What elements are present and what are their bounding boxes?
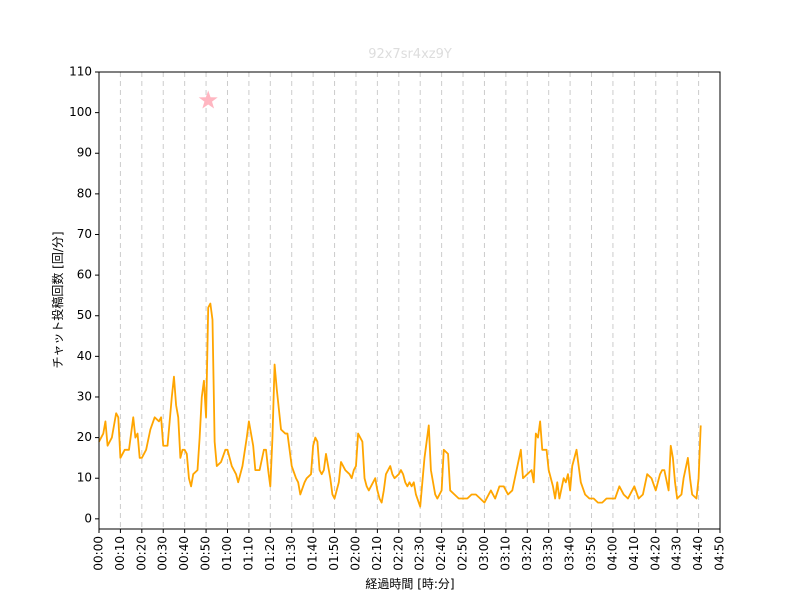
- x-tick-label: 00:30: [156, 536, 170, 571]
- highlight-star: [198, 90, 218, 109]
- y-tick-label: 30: [77, 389, 92, 403]
- x-tick-label: 02:10: [370, 536, 384, 571]
- x-tick-label: 01:20: [263, 536, 277, 571]
- x-tick-label: 03:00: [477, 536, 491, 571]
- x-tick-label: 03:30: [541, 536, 555, 571]
- x-tick-label: 02:00: [348, 536, 362, 571]
- x-tick-label: 02:20: [391, 536, 405, 571]
- y-tick-label: 60: [77, 268, 92, 282]
- y-tick-label: 90: [77, 146, 92, 160]
- x-axis-label: 経過時間 [時:分]: [365, 577, 454, 591]
- y-tick-label: 80: [77, 186, 92, 200]
- plot-frame: [98, 71, 721, 530]
- y-tick-label: 40: [77, 349, 92, 363]
- x-tick-label: 01:30: [284, 536, 298, 571]
- x-tick-label: 04:00: [605, 536, 619, 571]
- x-tick-label: 04:10: [627, 536, 641, 571]
- chart-title: 92x7sr4xz9Y: [368, 47, 452, 62]
- y-tick-label: 100: [69, 105, 92, 119]
- x-tick-label: 01:10: [241, 536, 255, 571]
- x-tick-label: 03:20: [520, 536, 534, 571]
- x-tick-label: 04:20: [648, 536, 662, 571]
- y-tick-label: 50: [77, 308, 92, 322]
- x-tick-label: 04:40: [691, 536, 705, 571]
- x-tick-label: 03:10: [498, 536, 512, 571]
- x-tick-label: 03:40: [563, 536, 577, 571]
- x-tick-label: 00:50: [199, 536, 213, 571]
- x-tick-label: 01:40: [306, 536, 320, 571]
- x-tick-label: 00:20: [134, 536, 148, 571]
- y-tick-label: 20: [77, 430, 92, 444]
- y-tick-label: 0: [84, 511, 92, 525]
- y-tick-label: 70: [77, 227, 92, 241]
- x-tick-label: 01:50: [327, 536, 341, 571]
- data-line: [98, 302, 702, 508]
- x-tick-label: 03:50: [584, 536, 598, 571]
- y-axis-label: チャット投稿回数 [回/分]: [50, 231, 65, 368]
- x-tick-label: 02:50: [456, 536, 470, 571]
- y-tick-label: 110: [69, 65, 92, 79]
- x-tick-label: 00:10: [113, 536, 127, 571]
- x-tick-label: 00:40: [177, 536, 191, 571]
- x-tick-label: 04:50: [713, 536, 727, 571]
- x-tick-label: 04:30: [670, 536, 684, 571]
- x-tick-label: 02:30: [413, 536, 427, 571]
- x-tick-label: 02:40: [434, 536, 448, 571]
- x-tick-label: 01:00: [220, 536, 234, 571]
- y-tick-label: 10: [77, 471, 92, 485]
- x-tick-label: 00:00: [92, 536, 106, 571]
